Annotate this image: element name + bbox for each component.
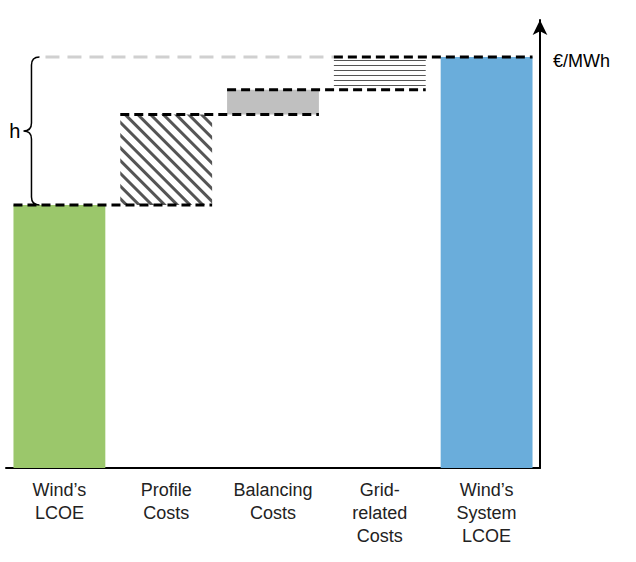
svg-text:Wind’s: Wind’s <box>460 480 514 500</box>
svg-text:System: System <box>457 503 517 523</box>
svg-text:Profile: Profile <box>141 480 192 500</box>
svg-text:LCOE: LCOE <box>462 526 511 546</box>
svg-text:h: h <box>9 120 20 142</box>
svg-text:Costs: Costs <box>250 503 296 523</box>
svg-text:Balancing: Balancing <box>233 480 312 500</box>
svg-text:LCOE: LCOE <box>35 503 84 523</box>
svg-text:Wind’s: Wind’s <box>33 480 87 500</box>
svg-text:related: related <box>352 503 407 523</box>
svg-text:Costs: Costs <box>357 526 403 546</box>
svg-text:Grid-: Grid- <box>360 480 400 500</box>
svg-text:Costs: Costs <box>143 503 189 523</box>
svg-text:€/MWh: €/MWh <box>553 51 610 71</box>
